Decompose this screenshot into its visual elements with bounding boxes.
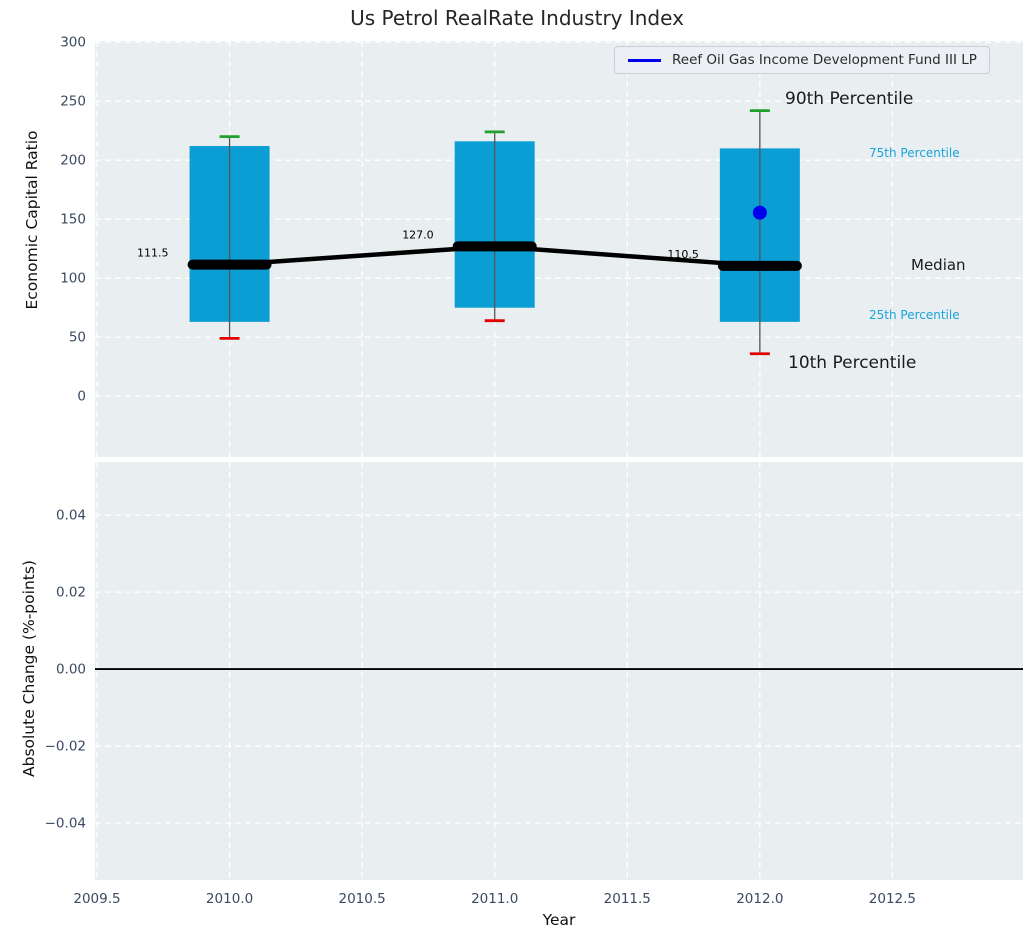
y-axis-label-bottom: Absolute Change (%-points) xyxy=(20,560,38,777)
annotation-25th-percentile: 25th Percentile xyxy=(869,308,960,322)
y-tick-label-bottom: −0.02 xyxy=(45,739,86,755)
annotation-90th-percentile: 90th Percentile xyxy=(785,89,914,109)
y-tick-label-bottom: 0.04 xyxy=(56,508,86,524)
bottom-axes-background xyxy=(95,462,1023,880)
x-axis-label: Year xyxy=(542,911,576,929)
median-value-label-2011: 127.0 xyxy=(402,228,434,241)
x-tick-label: 2010.5 xyxy=(339,891,386,907)
annotation-10th-percentile: 10th Percentile xyxy=(788,353,917,373)
median-value-label-2010: 111.5 xyxy=(137,247,169,260)
chart-title: Us Petrol RealRate Industry Index xyxy=(350,6,684,30)
y-tick-label-bottom: 0.02 xyxy=(56,585,86,601)
y-tick-label-top: 300 xyxy=(60,35,86,51)
y-tick-label-top: 150 xyxy=(60,212,86,228)
y-tick-label-top: 200 xyxy=(60,153,86,169)
y-tick-label-top: 100 xyxy=(60,271,86,287)
x-tick-label: 2010.0 xyxy=(206,891,253,907)
x-tick-label: 2012.0 xyxy=(736,891,783,907)
y-tick-label-bottom: −0.04 xyxy=(45,816,86,832)
x-tick-label: 2011.5 xyxy=(604,891,651,907)
y-axis-label-top: Economic Capital Ratio xyxy=(23,130,41,310)
legend-line-sample xyxy=(628,58,661,62)
annotation-median: Median xyxy=(911,256,966,274)
y-tick-label-top: 0 xyxy=(77,389,86,405)
fund-point-marker xyxy=(752,205,767,220)
x-tick-label: 2011.0 xyxy=(471,891,518,907)
y-tick-label-top: 50 xyxy=(69,330,86,346)
median-value-label-2012: 110.5 xyxy=(667,248,699,261)
x-tick-label: 2009.5 xyxy=(73,891,120,907)
legend-label: Reef Oil Gas Income Development Fund III… xyxy=(672,52,977,68)
legend: Reef Oil Gas Income Development Fund III… xyxy=(614,46,990,74)
annotation-75th-percentile: 75th Percentile xyxy=(869,146,960,160)
y-tick-label-top: 250 xyxy=(60,94,86,110)
y-tick-label-bottom: 0.00 xyxy=(56,662,86,678)
x-tick-label: 2012.5 xyxy=(869,891,916,907)
